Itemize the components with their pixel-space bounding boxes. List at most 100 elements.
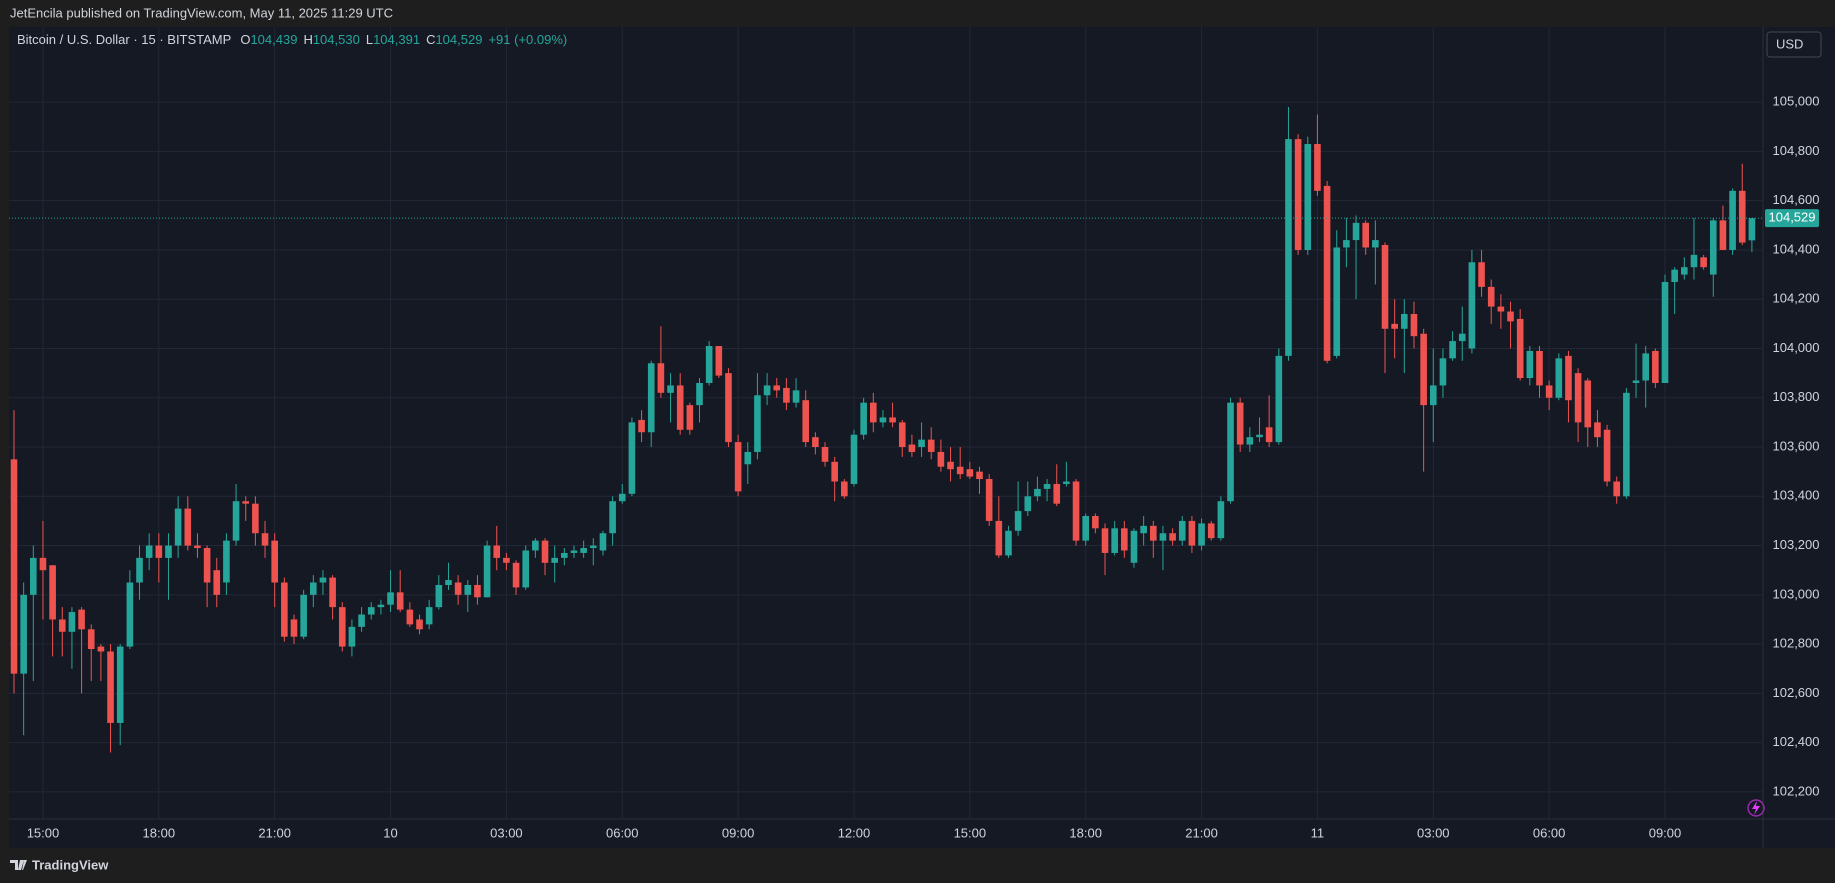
- tv-logo: [10, 860, 27, 870]
- candle-body: [1092, 515, 1099, 529]
- legend-value: 104,439: [250, 32, 297, 47]
- candle-body: [541, 540, 549, 563]
- candle-body: [985, 479, 993, 521]
- candle-body: [300, 594, 307, 637]
- candle-body: [647, 363, 655, 433]
- x-tick-label: 03:00: [1417, 825, 1450, 840]
- grid: [9, 27, 1763, 819]
- plot-area: [9, 27, 1763, 819]
- candle-body: [744, 451, 752, 465]
- legend-value: 104,529: [435, 32, 482, 47]
- legend-key: O: [240, 32, 250, 47]
- candle-body: [1574, 373, 1582, 423]
- x-tick-label: 10: [383, 825, 397, 840]
- candle-body: [1188, 520, 1196, 546]
- candle-body: [1362, 222, 1369, 248]
- candle-body: [1275, 355, 1283, 443]
- candle-body: [1661, 281, 1669, 383]
- candle-body: [1381, 245, 1389, 329]
- candle-body: [1391, 323, 1398, 329]
- candle-body: [512, 562, 520, 588]
- candle-body: [783, 387, 790, 403]
- candle-body: [918, 439, 925, 448]
- candle-body: [174, 508, 182, 546]
- candle-body: [1458, 333, 1466, 342]
- candle-body: [1652, 350, 1659, 383]
- candle-body: [976, 471, 983, 480]
- candle-body: [1516, 318, 1524, 379]
- candle-body: [10, 459, 18, 674]
- candle-body: [947, 461, 954, 470]
- y-tick-label: 104,000: [1773, 340, 1820, 355]
- candle-body: [1352, 222, 1360, 241]
- candle-body: [184, 508, 192, 546]
- x-tick-label: 11: [1311, 825, 1325, 840]
- candle-body: [1603, 429, 1611, 482]
- candle-body: [1159, 533, 1167, 541]
- candle-body: [329, 577, 336, 608]
- candle-body: [1613, 481, 1621, 497]
- candle-body: [319, 577, 327, 583]
- y-tick-label: 105,000: [1773, 94, 1820, 109]
- candle-body: [889, 417, 896, 423]
- candle-body: [1005, 530, 1012, 556]
- candle-body: [956, 466, 964, 475]
- candle-body: [908, 444, 916, 452]
- candle-body: [1227, 402, 1234, 502]
- candle-body: [1236, 402, 1244, 445]
- candle-body: [503, 557, 510, 563]
- candle-body: [1729, 190, 1736, 250]
- candle-body: [1111, 528, 1118, 553]
- candle-body: [1700, 257, 1707, 268]
- candle-body: [68, 612, 76, 632]
- y-tick-label: 103,000: [1773, 586, 1820, 601]
- candle-body: [20, 594, 27, 674]
- candles: [10, 107, 1756, 753]
- candle-body: [995, 520, 1003, 556]
- candle-body: [1024, 496, 1032, 512]
- candle-body: [367, 607, 375, 615]
- candle-body: [1198, 523, 1205, 546]
- candle-body: [445, 580, 452, 585]
- x-tick-label: 15:00: [954, 825, 987, 840]
- candle-body: [1343, 240, 1350, 248]
- y-tick-label: 102,200: [1773, 783, 1820, 798]
- legend-symbol: Bitcoin / U.S. Dollar · 15 · BITSTAMP: [17, 32, 231, 47]
- candle-body: [532, 540, 539, 551]
- candle-body: [657, 363, 665, 393]
- legend-key: L: [366, 32, 373, 47]
- candle-body: [937, 451, 945, 467]
- legend-change: +91 (+0.09%): [488, 32, 567, 47]
- candle-body: [734, 442, 742, 492]
- y-tick-label: 103,200: [1773, 537, 1820, 552]
- candle-body: [821, 447, 829, 462]
- candle-body: [1439, 358, 1447, 386]
- candle-body: [1507, 311, 1514, 322]
- x-tick-label: 09:00: [722, 825, 755, 840]
- candle-body: [1082, 515, 1090, 541]
- candle-body: [792, 390, 800, 403]
- currency-label[interactable]: USD: [1776, 36, 1803, 51]
- candle-body: [1748, 218, 1756, 241]
- candle-body: [1555, 358, 1563, 398]
- candle-body: [107, 651, 114, 723]
- currency-button[interactable]: [1766, 31, 1822, 58]
- x-tick-label: 12:00: [838, 825, 871, 840]
- candle-body: [1063, 481, 1070, 484]
- x-tick-label: 18:00: [143, 825, 176, 840]
- publish-info: JetEncila published on TradingView.com, …: [10, 5, 393, 20]
- candle-body: [1333, 247, 1341, 356]
- x-tick-label: 03:00: [490, 825, 523, 840]
- candle-body: [1169, 533, 1176, 541]
- x-tick-label: 06:00: [606, 825, 639, 840]
- candle-body: [145, 545, 153, 558]
- candle-body: [1478, 262, 1485, 287]
- y-tick-label: 102,400: [1773, 734, 1820, 749]
- candle-body: [194, 545, 201, 549]
- candle-body: [252, 503, 259, 534]
- x-tick-label: 21:00: [258, 825, 291, 840]
- candle-body: [348, 626, 356, 647]
- candle-body: [841, 481, 848, 497]
